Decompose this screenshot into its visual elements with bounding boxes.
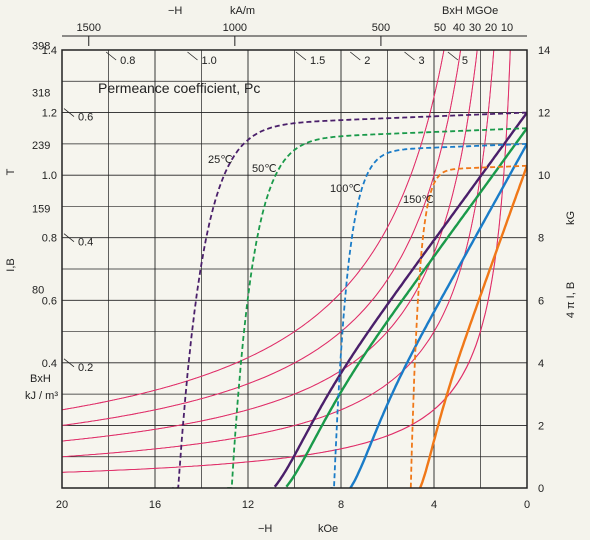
right-tick-label: 4 (538, 358, 544, 370)
right-axis-label-unit: kG (565, 211, 577, 225)
top-bh-tick-label: 50 (434, 22, 446, 34)
permeance-leader (63, 233, 75, 243)
top-axis-sign-label: −H (168, 5, 182, 17)
bottom-tick-label: 8 (338, 499, 344, 511)
right-tick-label: 10 (538, 170, 550, 182)
bh-contour (62, 50, 478, 442)
bh-contour (62, 50, 445, 411)
normal-curve (273, 111, 527, 488)
permeance-leader (404, 51, 415, 61)
bottom-axis-ticks: 20 16 12 8 4 0 (56, 499, 530, 511)
right-axis-ticks: 0 2 4 6 8 10 12 14 (538, 45, 550, 495)
top-axis-bh-unit-label: BxH MGOe (442, 5, 498, 17)
left-bh-tick-label: 398 (32, 40, 50, 52)
permeance-label: 0.2 (78, 362, 93, 374)
top-axis-unit-label: kA/m (230, 5, 255, 17)
intrinsic-curve (408, 164, 527, 488)
intrinsic-curve (172, 111, 527, 488)
right-tick-label: 0 (538, 483, 544, 495)
bottom-tick-label: 4 (431, 499, 437, 511)
permeance-label: 3 (419, 55, 425, 67)
left-axis-ticks: 0.4 0.6 0.8 1.0 1.2 1.4 (42, 45, 57, 370)
top-bh-tick-label: 20 (485, 22, 497, 34)
permeance-annotation: Permeance coefficient, Pc (98, 80, 260, 96)
left-bh-tick-label: 318 (32, 87, 50, 99)
top-bh-tick-label: 10 (501, 22, 513, 34)
bh-contour (62, 50, 511, 473)
bh-contour (62, 50, 462, 426)
top-axis-ticks: 1500 1000 500 50 40 30 20 10 (77, 22, 513, 46)
left-tick-label: 0.4 (42, 358, 57, 370)
permeance-label: 0.6 (78, 112, 93, 124)
temperature-label: 25℃ (208, 154, 233, 166)
permeance-label: 2 (364, 55, 370, 67)
left-bh-tick-label: 239 (32, 140, 50, 152)
left-bh-tick-label: 159 (32, 203, 50, 215)
permeance-lines (63, 51, 459, 368)
bottom-tick-label: 0 (524, 499, 530, 511)
left-tick-label: 1.0 (42, 170, 57, 182)
permeance-leader (105, 51, 117, 61)
permeance-label: 1.0 (202, 55, 217, 67)
left-bh-header-1: BxH (30, 373, 51, 385)
right-axis-label-main: 4 π I, B (565, 282, 577, 318)
temperature-label: 50℃ (252, 163, 277, 175)
permeance-leader (63, 108, 75, 117)
intrinsic-curve (330, 143, 527, 488)
bottom-tick-label: 20 (56, 499, 68, 511)
permeance-label: 5 (462, 55, 468, 67)
temperature-label: 150℃ (403, 194, 434, 206)
right-tick-label: 2 (538, 420, 544, 432)
left-axis-label-unit: T (5, 168, 17, 175)
permeance-labels: 0.2 0.4 0.6 0.8 1.0 1.5 2 3 5 (78, 55, 468, 374)
normal-curve (285, 127, 527, 488)
permeance-leader (187, 51, 198, 61)
permeance-label: 0.8 (120, 55, 135, 67)
intrinsic-curve (225, 127, 527, 488)
bh-contour (62, 50, 495, 458)
temperature-label: 100℃ (330, 183, 361, 195)
permeance-label: 1.5 (310, 55, 325, 67)
demag-curves (172, 111, 527, 488)
right-tick-label: 8 (538, 233, 544, 245)
left-axis-label-main: I,B (5, 258, 17, 271)
left-tick-label: 1.2 (42, 108, 57, 120)
right-tick-label: 6 (538, 295, 544, 307)
left-tick-label: 1.4 (42, 45, 57, 57)
left-tick-label: 0.6 (42, 295, 57, 307)
left-bh-header-2: kJ / m³ (25, 390, 58, 402)
bottom-tick-label: 16 (149, 499, 161, 511)
top-tick-label: 1500 (77, 22, 101, 34)
left-bh-tick-label: 80 (32, 285, 44, 297)
top-tick-label: 500 (372, 22, 390, 34)
permeance-leader (447, 51, 459, 61)
normal-curve (349, 143, 527, 488)
plot-frame (61, 49, 528, 489)
bh-contours (62, 50, 511, 473)
normal-curve (418, 165, 527, 488)
top-bh-tick-label: 30 (469, 22, 481, 34)
permeance-leader (295, 51, 307, 61)
bottom-axis-sign-label: −H (258, 523, 272, 535)
permeance-leader (350, 51, 361, 61)
temperature-labels: 25℃ 50℃ 100℃ 150℃ (208, 154, 434, 206)
right-tick-label: 14 (538, 45, 550, 57)
top-tick-label: 1000 (223, 22, 247, 34)
permeance-leader (63, 358, 75, 368)
bottom-tick-label: 12 (242, 499, 254, 511)
permeance-label: 0.4 (78, 237, 93, 249)
left-tick-label: 0.8 (42, 233, 57, 245)
right-tick-label: 12 (538, 108, 550, 120)
top-bh-tick-label: 40 (453, 22, 465, 34)
bottom-axis-unit-label: kOe (318, 523, 338, 535)
left-bh-ticks: 80 159 239 318 398 (32, 40, 50, 296)
